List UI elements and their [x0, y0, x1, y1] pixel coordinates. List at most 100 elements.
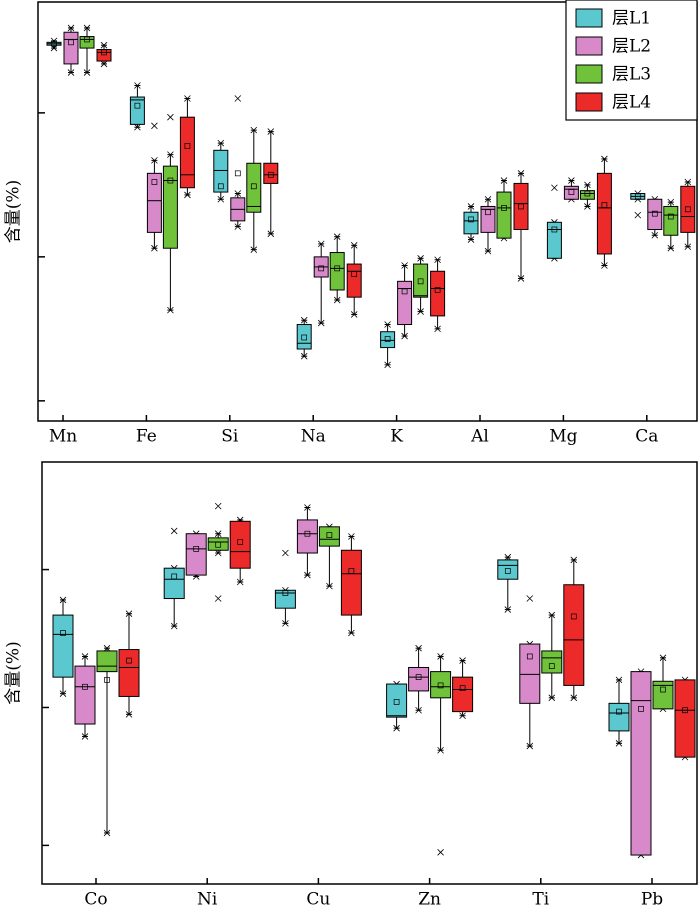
- mean: [415, 674, 422, 680]
- whisker-end: [317, 319, 325, 327]
- mean: [234, 170, 241, 177]
- whisker-end: [236, 578, 244, 586]
- outlier: [234, 95, 242, 102]
- outlier: [437, 848, 444, 856]
- mean: [584, 190, 591, 197]
- x-tick-label: Fe: [136, 427, 157, 447]
- box: [329, 252, 345, 291]
- whisker-end: [59, 690, 67, 697]
- mean: [193, 546, 200, 552]
- whisker-end: [434, 256, 441, 264]
- box: [541, 650, 563, 674]
- box: [579, 190, 595, 200]
- whisker-end: [584, 181, 591, 189]
- mean: [351, 271, 358, 277]
- whisker-end: [437, 653, 444, 660]
- x-tick-label: Na: [301, 427, 326, 447]
- box: [185, 533, 207, 576]
- whisker-end: [548, 694, 556, 702]
- mean: [684, 206, 691, 213]
- whisker-end: [526, 742, 534, 750]
- whisker-end: [500, 177, 508, 184]
- box: [162, 165, 178, 249]
- outlier: [551, 184, 558, 192]
- mean: [651, 210, 658, 217]
- whisker-end: [151, 244, 158, 252]
- whisker-end: [684, 178, 692, 186]
- legend-label: 层L3: [612, 65, 651, 85]
- mean: [51, 40, 57, 47]
- box: [207, 537, 229, 551]
- outlier: [167, 113, 174, 121]
- whisker-end: [667, 244, 675, 252]
- box: [213, 149, 229, 193]
- whisker-end: [651, 231, 659, 239]
- whisker-end: [568, 177, 575, 184]
- box: [430, 270, 446, 317]
- whisker-end: [184, 191, 191, 199]
- box: [318, 526, 340, 547]
- whisker-end: [234, 190, 242, 197]
- box: [413, 263, 429, 298]
- whisker-end: [250, 246, 258, 253]
- mean: [126, 657, 132, 664]
- whisker-end: [584, 203, 591, 210]
- mean: [551, 226, 558, 233]
- whisker-end: [125, 610, 133, 617]
- whisker-end: [100, 41, 108, 49]
- whisker-end: [167, 306, 174, 314]
- whisker-end: [151, 157, 158, 164]
- box: [647, 198, 663, 230]
- whisker-end: [267, 230, 275, 238]
- mean: [101, 49, 107, 56]
- whisker-end: [81, 733, 89, 740]
- box: [74, 665, 96, 725]
- mean: [250, 183, 257, 190]
- mean: [82, 683, 88, 690]
- box: [563, 584, 585, 686]
- whisker-end: [548, 611, 556, 619]
- whisker-end: [267, 128, 275, 135]
- whisker-end: [304, 504, 311, 511]
- whisker-end: [415, 706, 422, 714]
- y-axis-label: 含量(%): [4, 180, 24, 243]
- box: [463, 211, 479, 235]
- mean: [616, 708, 622, 715]
- x-tick-label: Cu: [306, 890, 330, 910]
- x-tick-label: Pb: [641, 890, 663, 910]
- x-tick-label: Si: [221, 427, 239, 447]
- plot-frame: [37, 1, 698, 422]
- legend-swatch: [575, 8, 603, 28]
- whisker-end: [67, 69, 75, 76]
- mean: [437, 682, 444, 689]
- mean: [326, 532, 333, 538]
- whisker-end: [59, 596, 67, 604]
- whisker-end: [217, 139, 225, 147]
- whisker-end: [459, 657, 466, 664]
- whisker-end: [601, 155, 608, 163]
- plot-frame: [41, 461, 698, 885]
- whisker-end: [601, 262, 608, 269]
- whisker-end: [384, 361, 391, 369]
- whisker-end: [100, 60, 108, 68]
- mean: [318, 265, 325, 272]
- mean: [401, 288, 408, 295]
- whisker-end: [134, 123, 141, 131]
- box: [129, 96, 145, 125]
- whisker-end: [517, 275, 525, 282]
- whisker-end: [83, 24, 91, 32]
- box: [63, 31, 79, 65]
- whisker-end: [214, 530, 222, 537]
- box: [386, 683, 408, 718]
- whisker-end: [417, 255, 424, 262]
- box: [430, 671, 452, 699]
- whisker-end: [348, 533, 355, 540]
- mean: [660, 686, 666, 693]
- whisker-end: [103, 829, 111, 837]
- box: [608, 702, 630, 732]
- whisker-end: [103, 644, 111, 652]
- box: [452, 676, 474, 713]
- outlier: [170, 527, 178, 535]
- whisker-end: [326, 582, 333, 590]
- whisker-end: [504, 606, 512, 613]
